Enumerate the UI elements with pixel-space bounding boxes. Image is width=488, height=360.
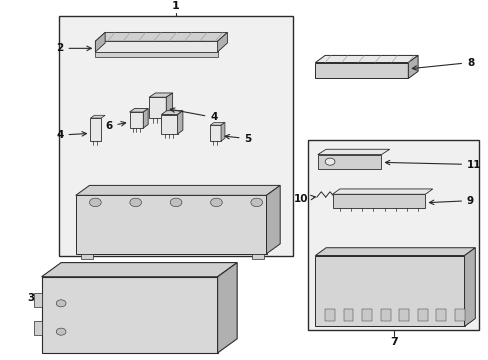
Polygon shape (95, 41, 217, 52)
Bar (325, 309, 334, 321)
Polygon shape (76, 195, 266, 254)
Text: 1: 1 (172, 1, 180, 11)
Text: 6: 6 (105, 121, 125, 131)
Polygon shape (217, 262, 237, 353)
Text: 3: 3 (27, 293, 41, 305)
Polygon shape (81, 254, 93, 259)
Polygon shape (332, 194, 425, 208)
Text: 4: 4 (170, 108, 217, 122)
Polygon shape (95, 32, 105, 52)
Polygon shape (129, 109, 148, 112)
Polygon shape (315, 248, 474, 256)
Bar (417, 309, 427, 321)
Circle shape (89, 198, 101, 207)
Polygon shape (41, 262, 237, 277)
Polygon shape (315, 256, 464, 327)
Bar (307, 140, 478, 330)
Bar (380, 309, 390, 321)
Bar (362, 309, 371, 321)
Polygon shape (90, 115, 105, 118)
Polygon shape (315, 63, 407, 78)
Text: 11: 11 (385, 159, 481, 170)
Polygon shape (332, 189, 432, 194)
Polygon shape (210, 125, 221, 141)
Circle shape (250, 198, 262, 207)
Polygon shape (217, 32, 227, 52)
Polygon shape (210, 122, 224, 125)
Polygon shape (166, 93, 172, 118)
Polygon shape (317, 149, 389, 154)
Polygon shape (464, 248, 474, 327)
Circle shape (170, 198, 182, 207)
Circle shape (210, 198, 222, 207)
Text: 2: 2 (56, 43, 91, 53)
Polygon shape (407, 55, 417, 78)
Polygon shape (251, 254, 264, 259)
Polygon shape (317, 154, 381, 169)
Polygon shape (177, 111, 183, 134)
Polygon shape (161, 114, 177, 134)
Text: 7: 7 (389, 337, 397, 347)
Bar (398, 309, 408, 321)
Polygon shape (95, 52, 217, 57)
Polygon shape (315, 55, 417, 63)
Circle shape (130, 198, 142, 207)
Polygon shape (149, 93, 172, 97)
Polygon shape (90, 118, 101, 141)
Text: 5: 5 (224, 134, 251, 144)
Polygon shape (76, 185, 280, 195)
Polygon shape (41, 277, 217, 353)
Polygon shape (266, 185, 280, 254)
Text: 9: 9 (428, 195, 473, 206)
Bar (59, 17, 293, 256)
Circle shape (56, 328, 66, 335)
Polygon shape (34, 293, 41, 307)
Polygon shape (161, 111, 183, 114)
Polygon shape (221, 122, 224, 141)
Circle shape (325, 158, 334, 165)
Polygon shape (34, 321, 41, 335)
Text: 8: 8 (411, 58, 473, 70)
Polygon shape (149, 97, 166, 118)
Text: 4: 4 (56, 130, 86, 140)
Bar (435, 309, 445, 321)
Bar (454, 309, 464, 321)
Polygon shape (143, 109, 148, 128)
Polygon shape (95, 32, 227, 41)
Bar (343, 309, 353, 321)
Text: 10: 10 (293, 194, 315, 204)
Polygon shape (129, 112, 143, 128)
Circle shape (56, 300, 66, 307)
